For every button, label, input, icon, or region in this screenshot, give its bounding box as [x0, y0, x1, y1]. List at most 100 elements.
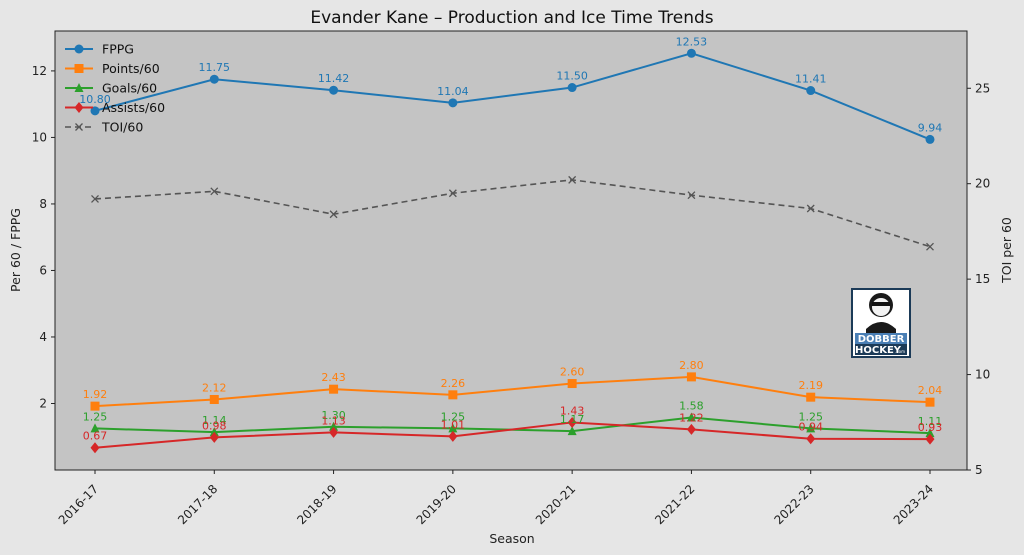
- series-line-toi-60: [94, 179, 931, 248]
- data-labels: 10.80 11.75 11.42 11.04 11.50 12.53 11.41 9.94 1…: [79, 35, 942, 442]
- data-point-assists-60: [686, 423, 696, 435]
- data-label-assists-60: 1.22: [679, 411, 704, 424]
- y2-tick-label: 25: [975, 81, 990, 95]
- data-label-points-60: 2.60: [560, 366, 585, 379]
- plot-background: [55, 31, 967, 470]
- data-point-fppg: [567, 83, 577, 93]
- y-tick-label: 10: [32, 130, 47, 144]
- data-point-goals-60: [567, 426, 577, 436]
- legend-item-fppg: FPPG: [65, 42, 134, 57]
- legend-item-toi-60: TOI/60: [65, 120, 143, 135]
- data-point-toi-60: [448, 189, 457, 198]
- data-point-points-60: [567, 379, 577, 389]
- logo-face: [872, 298, 890, 316]
- data-point-toi-60: [926, 242, 934, 251]
- data-label-assists-60: 1.13: [321, 414, 346, 427]
- data-point-assists-60: [329, 426, 339, 438]
- series-fppg: [90, 48, 935, 144]
- data-label-fppg: 12.53: [676, 35, 708, 48]
- data-label-points-60: 2.04: [918, 384, 943, 397]
- legend-marker-points-60: [74, 64, 84, 73]
- legend-marker-fppg: [74, 44, 84, 54]
- series-line-fppg: [94, 52, 931, 141]
- data-label-goals-60: 1.11: [918, 415, 943, 428]
- data-label-points-60: 2.43: [321, 371, 346, 384]
- data-label-goals-60: 1.30: [321, 409, 346, 422]
- data-point-goals-60: [806, 423, 816, 433]
- data-point-assists-60: [209, 431, 219, 443]
- data-point-goals-60: [686, 412, 696, 422]
- data-label-goals-60: 1.14: [202, 414, 227, 427]
- data-point-toi-60: [806, 204, 815, 213]
- data-label-points-60: 2.19: [798, 379, 823, 392]
- plot-frame: [54, 30, 968, 471]
- series-toi-60: [91, 175, 934, 251]
- data-point-fppg: [90, 106, 100, 116]
- data-label-goals-60: 1.25: [441, 410, 466, 423]
- data-point-fppg: [448, 98, 458, 108]
- data-label-assists-60: 0.93: [918, 421, 943, 434]
- y-tick-label: 2: [39, 396, 47, 410]
- data-label-points-60: 2.80: [679, 359, 704, 372]
- data-label-points-60: 2.12: [202, 381, 227, 394]
- data-label-assists-60: 1.01: [441, 418, 466, 431]
- data-label-assists-60: 0.67: [83, 430, 108, 443]
- data-label-assists-60: 1.43: [560, 404, 585, 417]
- series-layer: [90, 48, 935, 454]
- y-tick-label: 8: [39, 197, 47, 211]
- data-point-fppg: [686, 48, 696, 58]
- data-point-assists-60: [567, 416, 577, 428]
- y-tick-label: 4: [39, 330, 47, 344]
- y2-tick-label: 20: [975, 177, 990, 191]
- legend: FPPG Points/60 Goals/60 Assists/60 TOI/60: [65, 42, 165, 135]
- legend-item-goals-60: Goals/60: [65, 81, 157, 96]
- series-line-points-60: [94, 375, 931, 408]
- data-point-points-60: [925, 397, 935, 407]
- data-point-fppg: [925, 134, 935, 144]
- data-point-goals-60: [90, 423, 100, 433]
- y-tick-label: 6: [39, 263, 47, 277]
- data-point-assists-60: [90, 442, 100, 454]
- data-point-points-60: [90, 401, 100, 411]
- y2-tick-label: 15: [975, 272, 990, 286]
- y2-axis-title: TOI per 60: [999, 217, 1014, 284]
- legend-item-points-60: Points/60: [65, 61, 160, 76]
- y2-tick-label: 5: [975, 463, 983, 477]
- y2-tick-label: 10: [975, 368, 990, 382]
- logo-band-bottom: [855, 344, 907, 355]
- logo-text-line2: HOCKEY: [855, 345, 902, 356]
- data-point-points-60: [686, 372, 696, 382]
- data-label-fppg: 11.75: [199, 61, 231, 74]
- data-point-goals-60: [329, 421, 339, 431]
- legend-label-fppg: FPPG: [102, 42, 134, 57]
- y-axis-title: Per 60 / FPPG: [8, 208, 23, 292]
- data-point-fppg: [329, 85, 339, 95]
- data-label-fppg: 9.94: [918, 121, 943, 134]
- data-point-toi-60: [687, 191, 696, 200]
- data-label-assists-60: 0.94: [798, 421, 823, 434]
- data-point-assists-60: [448, 430, 458, 442]
- data-label-fppg: 11.04: [437, 85, 469, 98]
- data-point-goals-60: [925, 428, 935, 438]
- data-point-fppg: [209, 74, 219, 84]
- legend-label-goals-60: Goals/60: [102, 81, 157, 96]
- data-point-toi-60: [568, 175, 577, 184]
- legend-label-points-60: Points/60: [102, 61, 160, 76]
- logo-sunglasses: [872, 302, 890, 306]
- data-point-points-60: [329, 384, 339, 394]
- x-axis-title: Season: [489, 531, 534, 546]
- data-label-goals-60: 1.25: [83, 410, 108, 423]
- data-point-points-60: [209, 394, 219, 404]
- legend-marker-assists-60: [74, 102, 84, 113]
- legend-label-assists-60: Assists/60: [102, 100, 165, 115]
- data-label-goals-60: 1.25: [798, 410, 823, 423]
- data-point-assists-60: [925, 433, 935, 445]
- logo-body: [866, 322, 896, 333]
- series-line-assists-60: [94, 421, 931, 449]
- data-point-points-60: [448, 390, 458, 400]
- data-point-goals-60: [448, 423, 458, 433]
- data-label-points-60: 2.26: [441, 377, 466, 390]
- logo-text-line1: DOBBER: [858, 334, 905, 345]
